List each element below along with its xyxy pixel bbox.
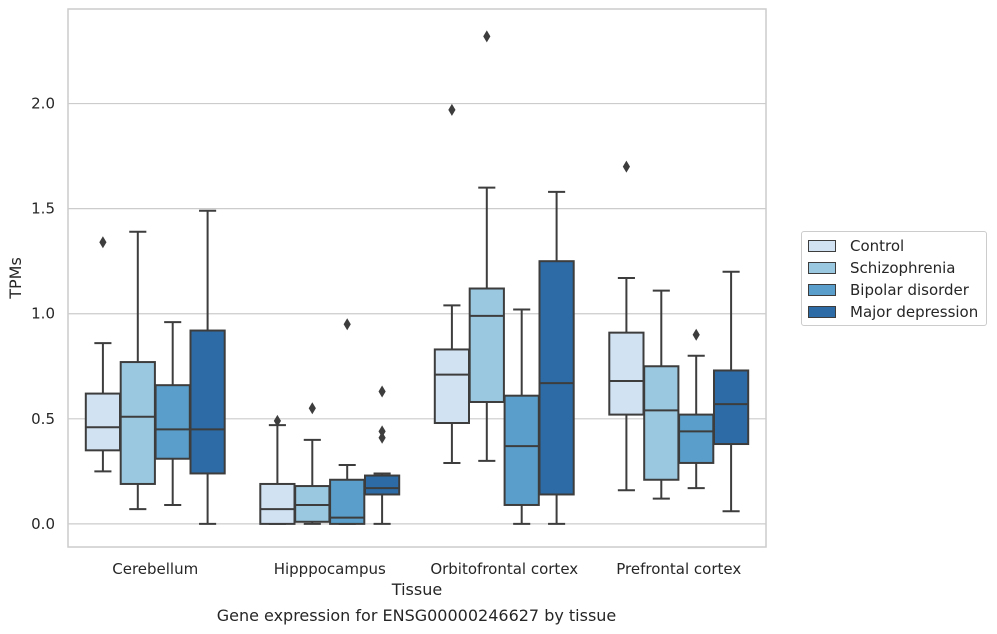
box-body: [433, 348, 471, 425]
legend-swatch-bipolar-disorder: [808, 284, 836, 296]
box-body: [84, 392, 122, 452]
box-major-depression-prefrontal-cortex: [712, 270, 750, 513]
box-body: [154, 384, 191, 460]
box-body: [294, 485, 331, 523]
legend-swatch-schizophrenia: [808, 262, 836, 274]
box-major-depression-cerebellum: [189, 209, 226, 525]
legend-item-schizophrenia: Schizophrenia: [808, 258, 955, 278]
x-tick-label: Cerebellum: [112, 560, 198, 578]
box-bipolar-disorder-orbitofrontal-cortex: [503, 308, 540, 525]
outlier-point: [378, 431, 386, 444]
outlier-point: [343, 318, 351, 331]
outlier-point: [273, 414, 281, 427]
outlier-point: [448, 103, 456, 116]
legend-item-major-depression: Major depression: [808, 302, 978, 322]
x-tick-label: Orbitofrontal cortex: [430, 560, 578, 578]
box-body: [678, 413, 715, 464]
legend-item-bipolar-disorder: Bipolar disorder: [808, 280, 969, 300]
box-body: [468, 287, 505, 403]
box-control-cerebellum: [84, 236, 122, 473]
box-schizophrenia-orbitofrontal-cortex: [468, 30, 505, 462]
legend-label-schizophrenia: Schizophrenia: [850, 259, 956, 277]
figure-caption: Gene expression for ENSG00000246627 by t…: [216, 606, 617, 625]
outlier-point: [692, 328, 700, 341]
legend: Control Schizophrenia Bipolar disorder M…: [801, 231, 987, 326]
box-control-hipppocampus: [259, 414, 296, 525]
box-series: [84, 30, 750, 525]
y-axis-ticks: 0.0 0.5 1.0 1.5 2.0: [31, 95, 55, 533]
y-tick-label: 0.0: [31, 515, 55, 533]
box-control-orbitofrontal-cortex: [433, 103, 471, 464]
box-body: [503, 394, 540, 506]
box-major-depression-hipppocampus: [363, 385, 401, 525]
box-body: [119, 361, 156, 485]
y-tick-label: 0.5: [31, 410, 55, 428]
y-tick-label: 1.5: [31, 200, 55, 218]
y-axis-label: TPMs: [6, 257, 25, 300]
outlier-point: [622, 160, 630, 173]
outlier-point: [378, 385, 386, 398]
box-schizophrenia-hipppocampus: [294, 402, 331, 525]
box-body: [712, 369, 750, 446]
y-tick-label: 2.0: [31, 95, 55, 113]
box-body: [329, 478, 366, 525]
box-body: [538, 260, 575, 496]
x-tick-label: Prefrontal cortex: [616, 560, 741, 578]
x-axis-ticks: Cerebellum Hipppocampus Orbitofrontal cort…: [112, 560, 741, 578]
outlier-point: [378, 425, 386, 438]
plot-frame: [67, 8, 767, 548]
legend-label-control: Control: [850, 237, 905, 255]
outlier-point: [308, 402, 316, 415]
box-bipolar-disorder-hipppocampus: [329, 318, 366, 525]
legend-swatch-major-depression: [808, 306, 836, 318]
outlier-point: [99, 236, 107, 249]
box-bipolar-disorder-cerebellum: [154, 321, 191, 506]
box-body: [643, 365, 680, 481]
box-body: [608, 331, 645, 416]
box-body: [259, 482, 296, 525]
outlier-point: [483, 30, 491, 43]
y-tick-label: 1.0: [31, 305, 55, 323]
legend-label-bipolar-disorder: Bipolar disorder: [850, 281, 969, 299]
box-body: [189, 329, 226, 475]
x-tick-label: Hipppocampus: [274, 560, 386, 578]
legend-item-control: Control: [808, 236, 904, 256]
legend-label-major-depression: Major depression: [850, 303, 979, 321]
box-body: [363, 474, 401, 496]
box-schizophrenia-prefrontal-cortex: [643, 289, 680, 500]
legend-swatch-control: [808, 240, 836, 252]
x-axis-label: Tissue: [391, 580, 442, 599]
box-schizophrenia-cerebellum: [119, 230, 156, 511]
box-major-depression-orbitofrontal-cortex: [538, 190, 575, 525]
box-plot-chart: 0.0 0.5 1.0 1.5 2.0 Cerebellum Hipppocampus Or…: [6, 8, 767, 599]
